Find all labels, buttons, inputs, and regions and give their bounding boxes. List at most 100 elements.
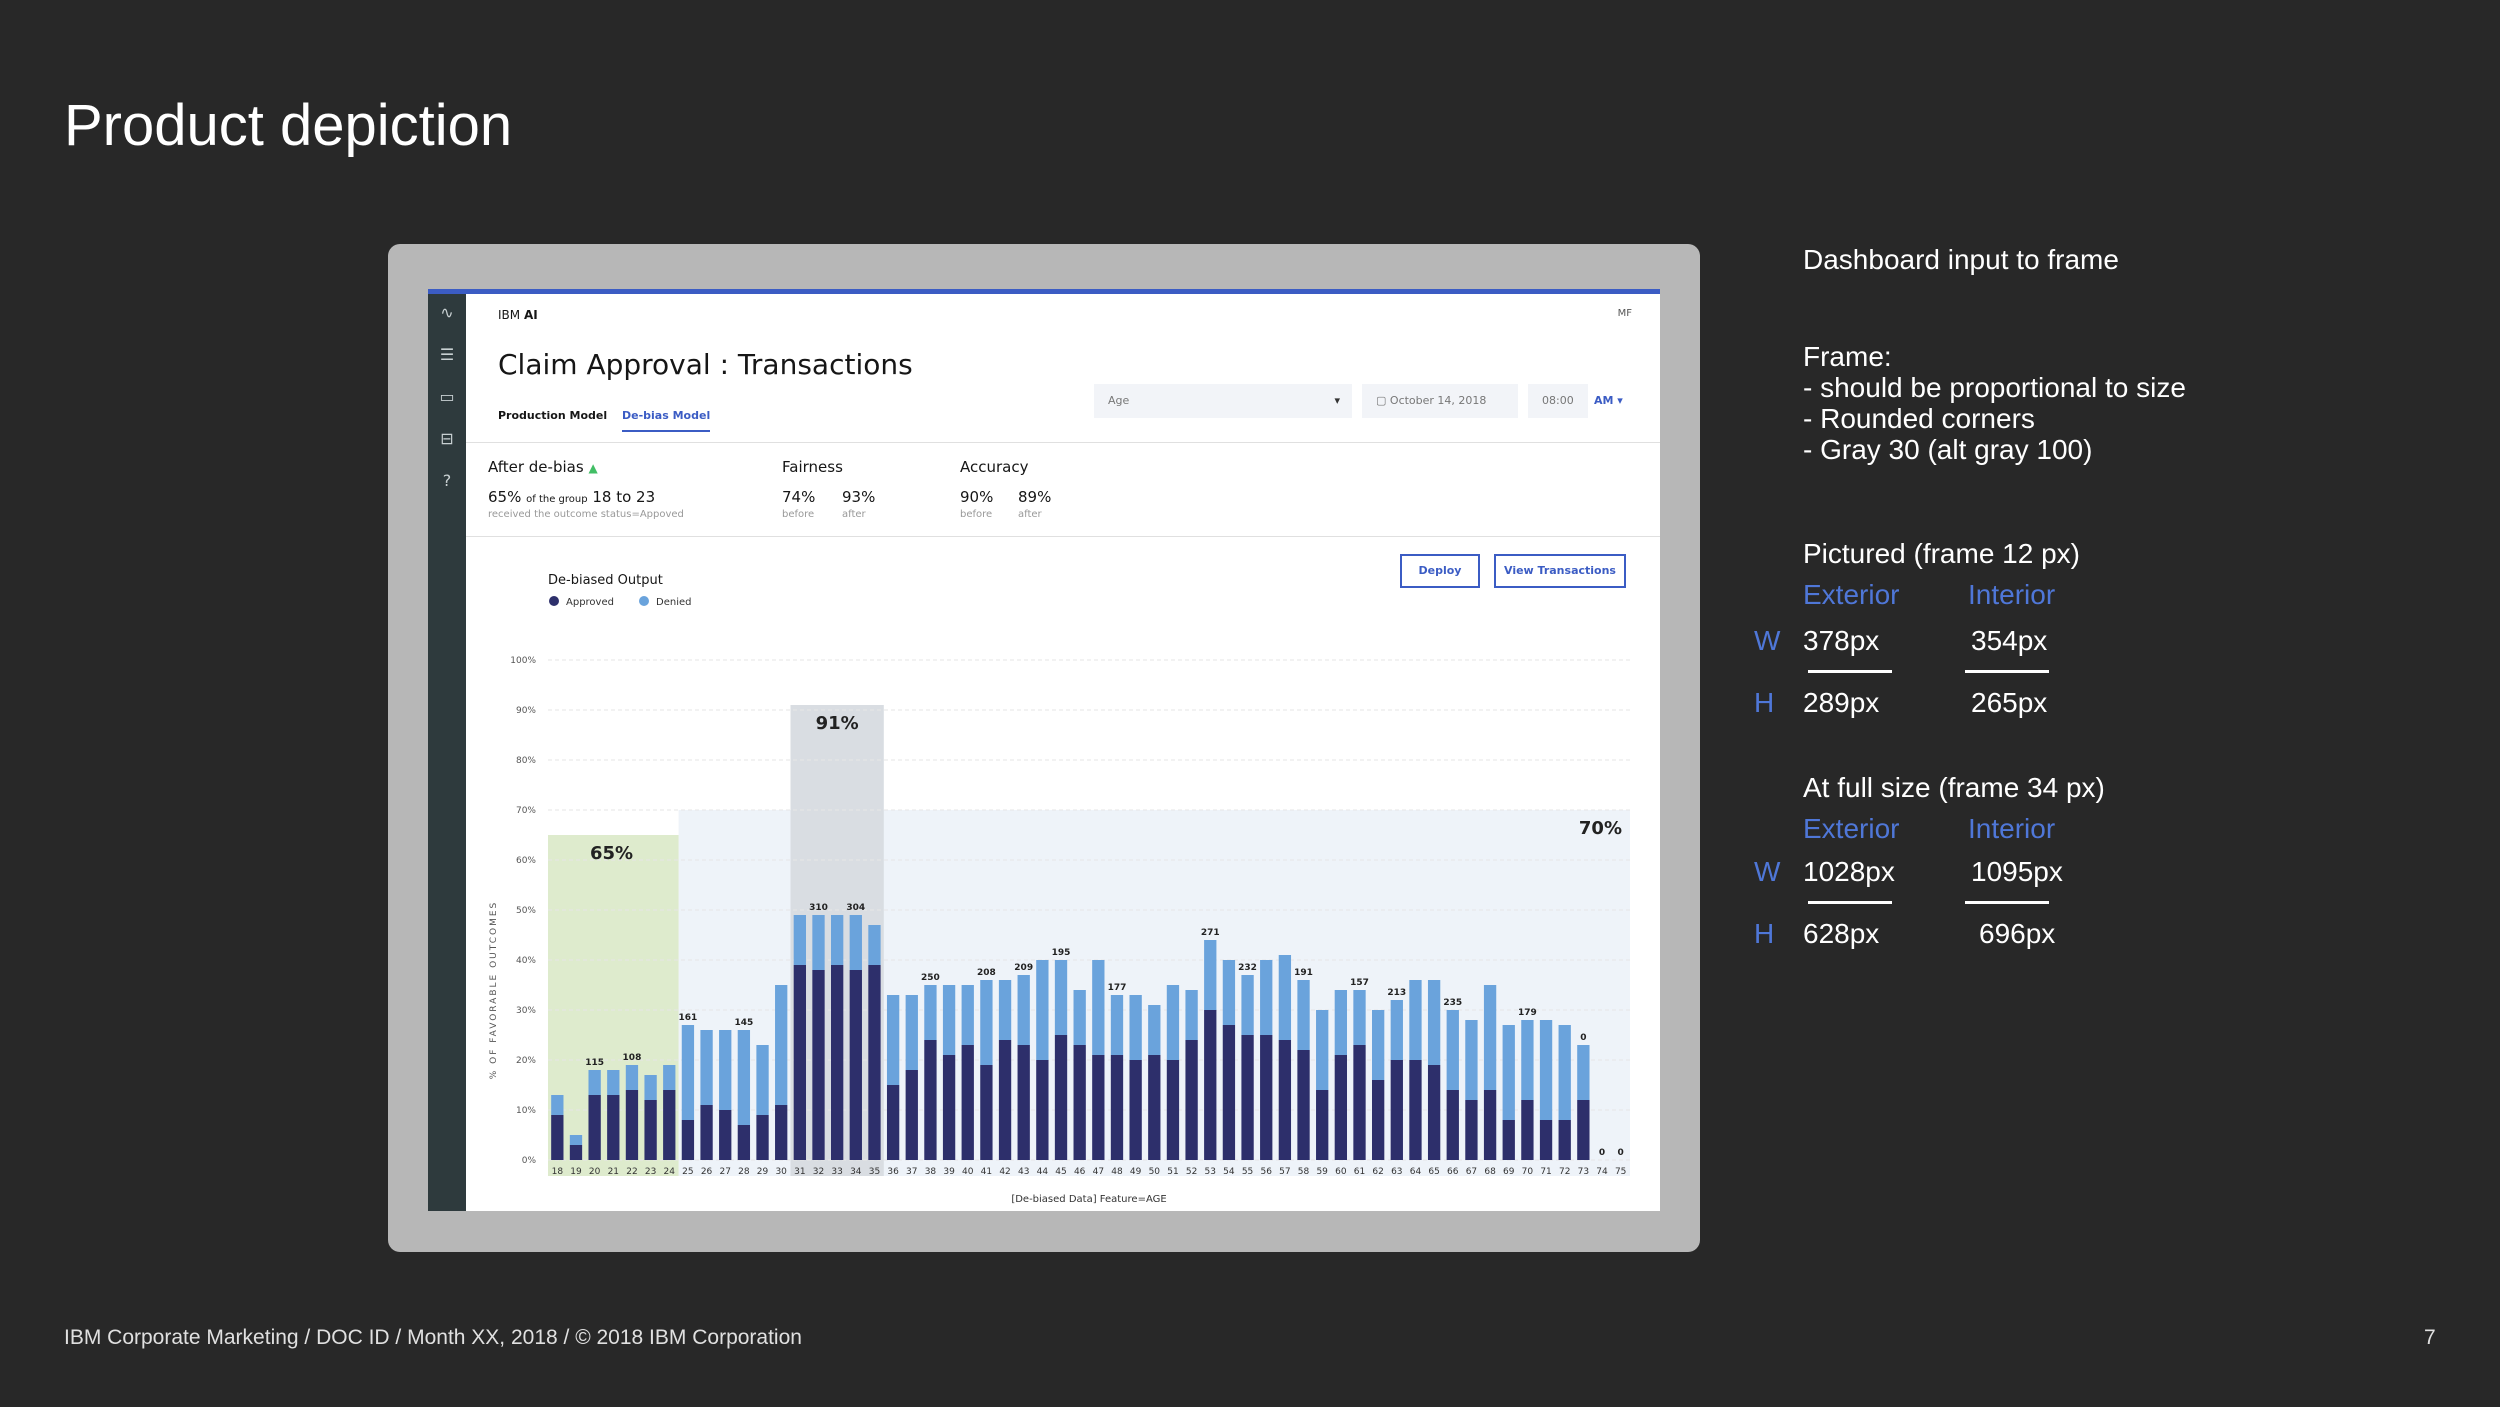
- x-tick-label: 66: [1447, 1167, 1459, 1177]
- x-tick-label: 54: [1223, 1167, 1235, 1177]
- full-h-interior: 696px: [1979, 918, 2056, 949]
- bar-approved: [1185, 1040, 1198, 1160]
- bar-denied: [961, 985, 974, 1045]
- bar-value-label: 0: [1618, 1148, 1624, 1158]
- card-icon[interactable]: ▭: [439, 387, 455, 406]
- bar-denied: [849, 915, 862, 970]
- underline: [1808, 901, 1892, 904]
- bar-denied: [1222, 960, 1236, 1025]
- x-tick-label: 45: [1055, 1167, 1066, 1177]
- x-tick-label: 71: [1540, 1167, 1551, 1177]
- pictured-w-label: W: [1754, 625, 1781, 656]
- x-tick-label: 69: [1503, 1167, 1515, 1177]
- x-tick-label: 63: [1391, 1167, 1402, 1177]
- x-tick-label: 47: [1093, 1167, 1104, 1177]
- x-tick-label: 32: [813, 1167, 824, 1177]
- tab-de-bias-model[interactable]: De-bias Model: [622, 409, 711, 432]
- bar-denied: [793, 915, 807, 965]
- bar-approved: [961, 1045, 974, 1160]
- tab-production-model[interactable]: Production Model: [498, 409, 608, 422]
- full-w-exterior: 1028px: [1803, 856, 1895, 887]
- bar-approved: [1204, 1010, 1217, 1160]
- bar-denied: [569, 1135, 583, 1145]
- bar-approved: [756, 1115, 769, 1160]
- x-tick-label: 52: [1186, 1167, 1197, 1177]
- settings-sliders-icon[interactable]: ☰: [439, 345, 455, 364]
- activity-icon[interactable]: ∿: [440, 303, 454, 322]
- x-tick-label: 74: [1596, 1167, 1608, 1177]
- bar-value-label: 209: [1014, 963, 1033, 973]
- x-tick-label: 29: [757, 1167, 769, 1177]
- bar-denied: [1148, 1005, 1161, 1055]
- deploy-button[interactable]: Deploy: [1400, 554, 1480, 588]
- bar-value-label: 250: [921, 973, 940, 983]
- frame-item: - Rounded corners: [1803, 403, 2035, 434]
- bar-approved: [1241, 1035, 1254, 1160]
- bar-value-label: 179: [1518, 1008, 1537, 1018]
- bar-value-label: 235: [1443, 998, 1462, 1008]
- x-tick-label: 36: [887, 1167, 899, 1177]
- user-avatar[interactable]: MF: [1617, 308, 1632, 319]
- highlight-label: 65%: [590, 843, 633, 864]
- y-tick-label: 0%: [522, 1156, 537, 1166]
- bar-approved: [1148, 1055, 1161, 1160]
- briefcase-icon[interactable]: ⊟: [440, 429, 454, 448]
- x-tick-label: 18: [552, 1167, 564, 1177]
- bar-value-label: 115: [585, 1058, 604, 1068]
- bar-approved: [1110, 1055, 1124, 1160]
- y-tick-label: 30%: [516, 1006, 536, 1016]
- pictured-interior-header: Interior: [1968, 579, 2056, 610]
- bar-approved: [1017, 1045, 1030, 1160]
- bar-denied: [905, 995, 918, 1070]
- bar-denied: [1371, 1010, 1385, 1080]
- help-icon[interactable]: ?: [442, 471, 452, 490]
- pictured-h-label: H: [1754, 687, 1775, 718]
- page-title: Claim Approval : Transactions: [498, 348, 913, 381]
- bar-denied: [1353, 990, 1366, 1045]
- bar-denied: [1129, 995, 1142, 1060]
- bar-value-label: 271: [1201, 928, 1220, 938]
- accuracy-before: 90%: [960, 488, 994, 506]
- arrow-up-icon: ▲: [588, 461, 598, 475]
- top-accent-bar: [428, 289, 1660, 294]
- x-tick-label: 25: [682, 1167, 693, 1177]
- y-tick-label: 70%: [516, 806, 536, 816]
- bar-denied: [737, 1030, 751, 1125]
- bar-denied: [1278, 955, 1292, 1040]
- bar-approved: [1054, 1035, 1068, 1160]
- bar-denied: [1110, 995, 1124, 1055]
- x-tick-label: 19: [570, 1167, 582, 1177]
- bar-approved: [719, 1110, 732, 1160]
- x-tick-label: 64: [1410, 1167, 1422, 1177]
- x-tick-label: 28: [738, 1167, 750, 1177]
- bar-approved: [569, 1145, 583, 1160]
- bar-approved: [886, 1085, 900, 1160]
- x-tick-label: 31: [794, 1167, 805, 1177]
- bar-denied: [924, 985, 937, 1040]
- bar-denied: [1316, 1010, 1329, 1090]
- bar-value-label: 213: [1387, 988, 1406, 998]
- bar-denied: [1297, 980, 1310, 1050]
- x-tick-label: 41: [981, 1167, 992, 1177]
- bar-denied: [868, 925, 881, 965]
- x-tick-label: 26: [701, 1167, 713, 1177]
- bar-approved: [1334, 1055, 1348, 1160]
- bar-approved: [663, 1090, 676, 1160]
- feature-select[interactable]: Age ▾: [1094, 384, 1352, 418]
- bar-approved: [1577, 1100, 1590, 1160]
- bar-denied: [812, 915, 825, 970]
- bar-value-label: 310: [809, 903, 828, 913]
- legend-denied-swatch: [639, 596, 649, 606]
- bar-denied: [607, 1070, 620, 1095]
- x-tick-label: 48: [1111, 1167, 1123, 1177]
- bar-approved: [737, 1125, 751, 1160]
- bar-value-label: 145: [734, 1018, 753, 1028]
- x-tick-label: 43: [1018, 1167, 1029, 1177]
- view-transactions-button[interactable]: View Transactions: [1494, 554, 1626, 588]
- time-input[interactable]: 08:00: [1528, 384, 1588, 418]
- full-w-interior: 1095px: [1971, 856, 2063, 887]
- ampm-select[interactable]: AM ▾: [1594, 394, 1623, 407]
- date-picker[interactable]: ▢ October 14, 2018: [1362, 384, 1518, 418]
- bar-denied: [756, 1045, 769, 1115]
- slide-title: Product depiction: [64, 93, 513, 158]
